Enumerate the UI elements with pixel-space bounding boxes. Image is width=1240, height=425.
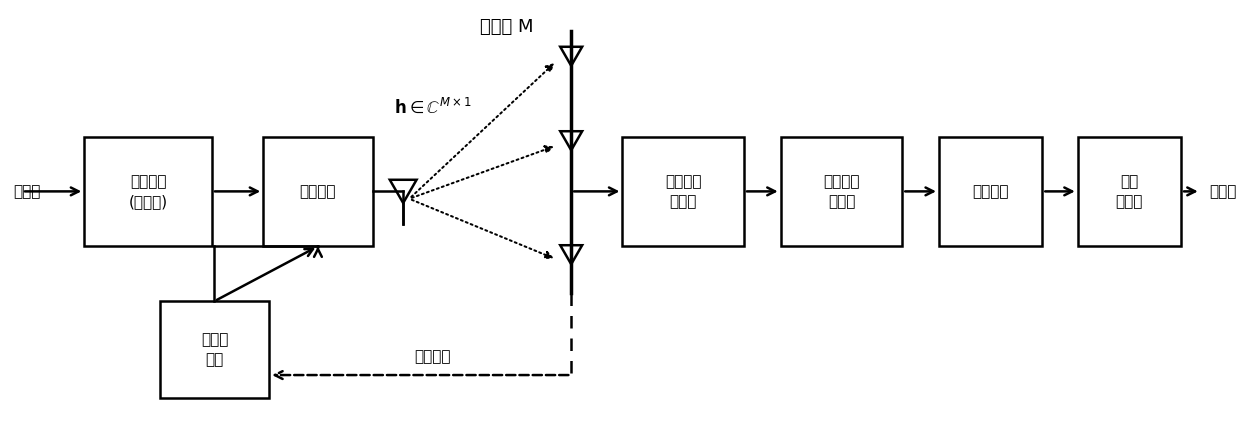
- Text: 信道编码
(卷积码): 信道编码 (卷积码): [129, 174, 167, 209]
- Text: 信道解码: 信道解码: [972, 184, 1009, 199]
- Text: 最大似然
检测器: 最大似然 检测器: [823, 174, 859, 209]
- Text: 星座
逆映射: 星座 逆映射: [1116, 174, 1143, 209]
- FancyBboxPatch shape: [622, 136, 744, 246]
- FancyBboxPatch shape: [84, 136, 212, 246]
- Text: 比特流: 比特流: [1209, 184, 1236, 199]
- Text: 天线数 M: 天线数 M: [480, 18, 533, 36]
- Text: 参数化
星座: 参数化 星座: [201, 332, 228, 367]
- FancyBboxPatch shape: [263, 136, 373, 246]
- FancyBboxPatch shape: [939, 136, 1043, 246]
- Text: 反馈链路: 反馈链路: [414, 349, 450, 365]
- Text: ⋮: ⋮: [559, 186, 584, 210]
- FancyBboxPatch shape: [781, 136, 903, 246]
- Text: 比特流: 比特流: [14, 184, 41, 199]
- Text: 噪声方差
估计器: 噪声方差 估计器: [665, 174, 702, 209]
- Text: 星座映射: 星座映射: [300, 184, 336, 199]
- FancyBboxPatch shape: [160, 301, 269, 398]
- FancyBboxPatch shape: [1078, 136, 1182, 246]
- Text: $\mathbf{h}\in\mathbb{C}^{M\times1}$: $\mathbf{h}\in\mathbb{C}^{M\times1}$: [394, 97, 472, 116]
